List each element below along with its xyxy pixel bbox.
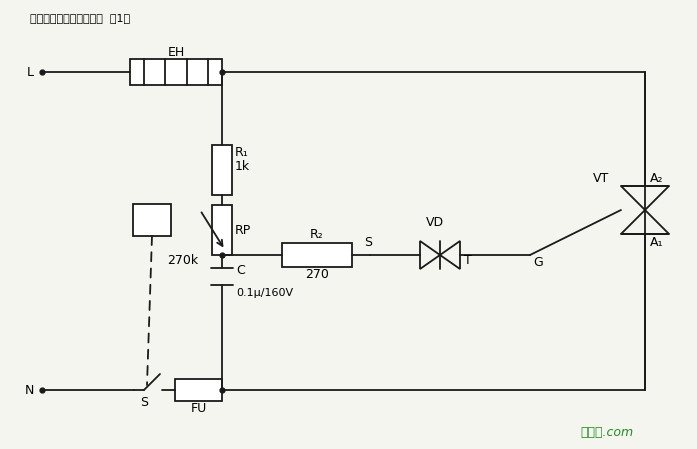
Text: FU: FU <box>190 401 206 414</box>
Bar <box>133 204 171 236</box>
Text: VD: VD <box>426 216 444 229</box>
Bar <box>212 205 232 255</box>
Text: R₂: R₂ <box>310 229 324 242</box>
Text: A₂: A₂ <box>650 172 664 185</box>
Text: EH: EH <box>167 45 185 58</box>
Text: A₁: A₁ <box>650 235 664 248</box>
Text: T: T <box>464 255 472 268</box>
Text: L: L <box>27 66 34 79</box>
Text: 0.1μ/160V: 0.1μ/160V <box>236 288 293 298</box>
Text: N: N <box>24 383 34 396</box>
Text: C: C <box>236 264 245 277</box>
Text: 双向晶闸管无级调压电路  第1张: 双向晶闸管无级调压电路 第1张 <box>30 13 130 23</box>
Text: 接线图.com: 接线图.com <box>580 426 633 439</box>
Text: S: S <box>364 237 372 250</box>
Text: 1k: 1k <box>235 160 250 173</box>
Bar <box>175 379 222 401</box>
Text: VT: VT <box>593 172 609 185</box>
Text: 270k: 270k <box>167 254 198 267</box>
Text: RP: RP <box>235 224 251 237</box>
Bar <box>130 59 222 85</box>
Text: G: G <box>533 256 543 269</box>
Text: S: S <box>140 396 148 409</box>
Text: 270: 270 <box>305 269 329 282</box>
Bar <box>282 243 352 267</box>
Bar <box>212 145 232 195</box>
Text: R₁: R₁ <box>235 146 249 159</box>
